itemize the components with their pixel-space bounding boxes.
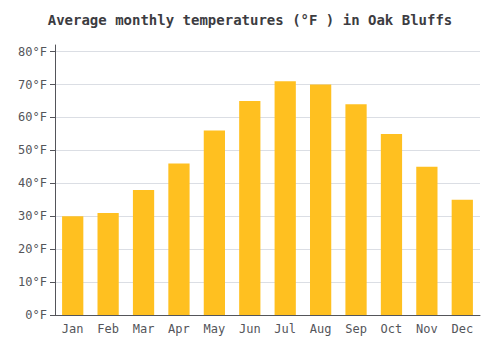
svg-text:Mar: Mar: [133, 322, 155, 336]
svg-text:Jul: Jul: [274, 322, 296, 336]
svg-text:Feb: Feb: [97, 322, 119, 336]
svg-text:Jun: Jun: [239, 322, 261, 336]
svg-text:30°F: 30°F: [18, 209, 47, 223]
svg-text:Dec: Dec: [451, 322, 473, 336]
svg-text:20°F: 20°F: [18, 242, 47, 256]
svg-text:70°F: 70°F: [18, 78, 47, 92]
svg-text:Average monthly temperatures (: Average monthly temperatures (°F ) in Oa…: [48, 12, 453, 28]
svg-text:Sep: Sep: [345, 322, 367, 336]
svg-text:50°F: 50°F: [18, 143, 47, 157]
svg-text:0°F: 0°F: [25, 308, 47, 322]
svg-text:60°F: 60°F: [18, 110, 47, 124]
svg-text:Apr: Apr: [168, 322, 190, 336]
svg-text:Oct: Oct: [381, 322, 403, 336]
svg-text:May: May: [204, 322, 226, 336]
svg-text:Aug: Aug: [310, 322, 332, 336]
svg-text:10°F: 10°F: [18, 275, 47, 289]
svg-text:40°F: 40°F: [18, 176, 47, 190]
svg-text:80°F: 80°F: [18, 45, 47, 59]
svg-text:Nov: Nov: [416, 322, 438, 336]
svg-text:Jan: Jan: [62, 322, 84, 336]
